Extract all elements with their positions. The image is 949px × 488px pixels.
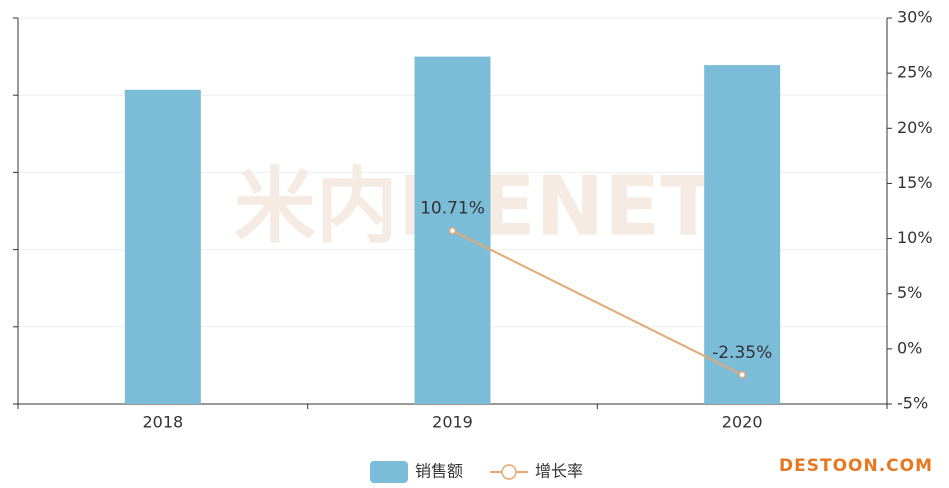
x-tick-label: 2019: [432, 413, 473, 432]
legend-swatch: [501, 464, 517, 480]
legend-label: 增长率: [535, 462, 583, 481]
bar: [124, 89, 201, 405]
line: [452, 229, 743, 376]
y2-tick-label: 10%: [897, 228, 933, 247]
y2-tick-label: 25%: [897, 63, 933, 82]
y2-tick-label: 20%: [897, 118, 933, 137]
legend-label: 销售额: [415, 462, 463, 481]
y2-tick-label: 30%: [897, 8, 933, 27]
x-tick-label: 2018: [142, 413, 183, 432]
y2-tick-label: -5%: [897, 394, 928, 413]
x-tick-label: 2020: [722, 413, 763, 432]
point: [738, 371, 746, 379]
y2-tick-label: 5%: [897, 283, 922, 302]
brand: DESTOON.COM: [779, 456, 933, 476]
point: [448, 226, 457, 235]
data-label: -2.35%: [712, 343, 772, 363]
bar: [704, 65, 781, 404]
data-label: 10.71%: [420, 199, 485, 219]
legend-swatch: [370, 461, 408, 483]
y2-tick-label: 15%: [897, 173, 933, 192]
y2-tick-label: 0%: [897, 338, 922, 357]
